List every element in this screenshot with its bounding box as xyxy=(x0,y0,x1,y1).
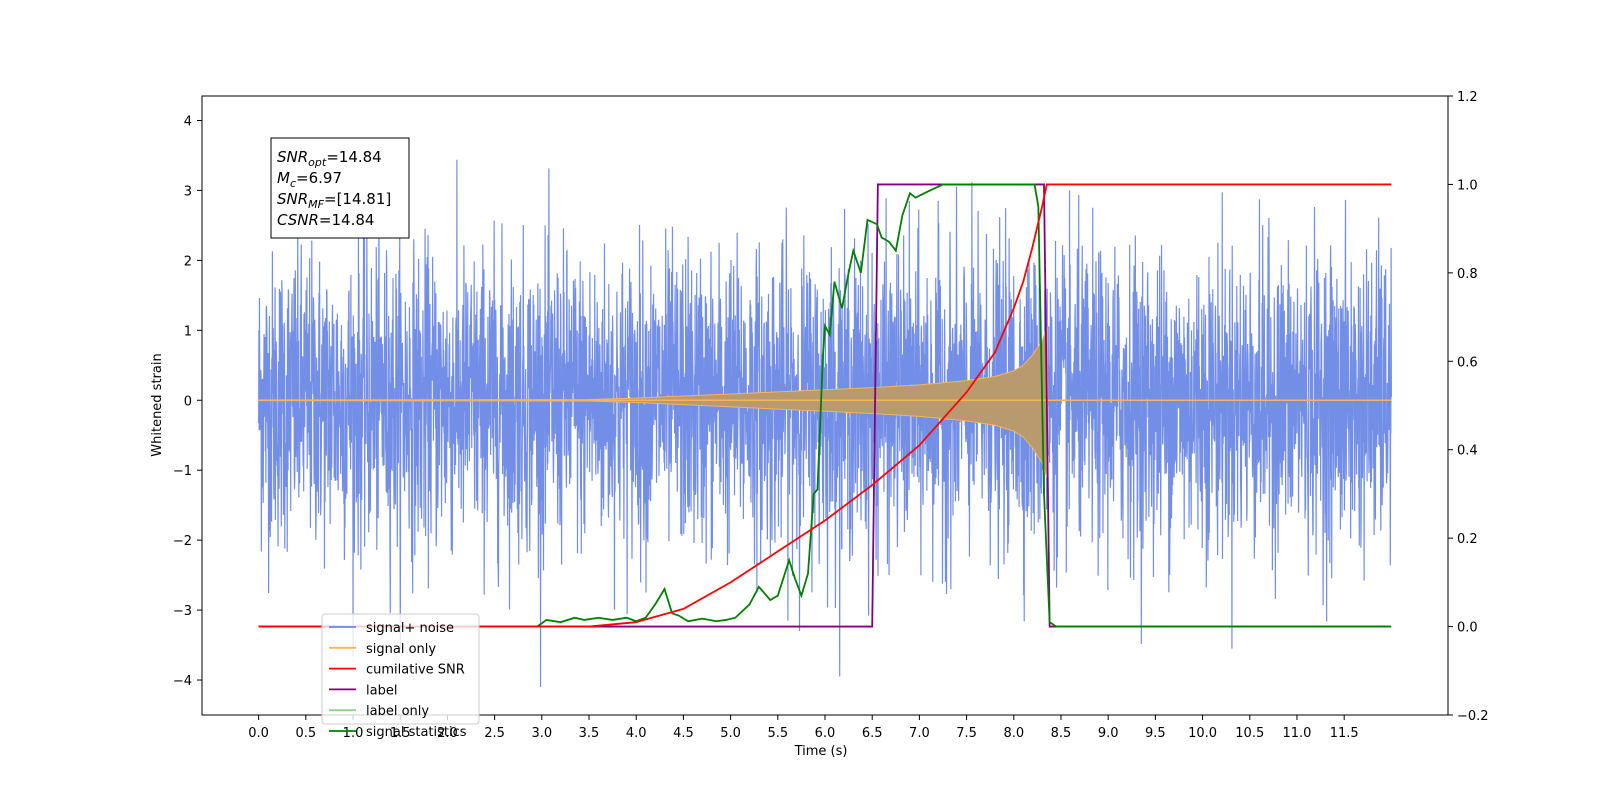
series-signal-statistics-line xyxy=(258,183,1392,628)
annotation-line: SNRopt=14.84 xyxy=(277,148,382,169)
x-tick-label: 10.5 xyxy=(1235,726,1264,741)
right-y-axis: −0.2 0.0 0.2 0.4 0.6 0.8 1.0 1.2 xyxy=(1448,90,1489,724)
y-left-tick-label: −1 xyxy=(173,464,192,479)
y-left-tick-label: −3 xyxy=(173,604,192,619)
x-tick-label: 7.5 xyxy=(956,726,977,741)
annotation-symbol: SNR xyxy=(277,148,308,166)
annotation-frame xyxy=(270,137,410,239)
y-left-tick-label: 3 xyxy=(184,184,192,199)
x-tick-label: 11.5 xyxy=(1330,726,1359,741)
legend-frame xyxy=(321,613,480,725)
legend-entry-label: signal+ noise xyxy=(366,621,454,636)
stats-annotation-box: SNRopt=14.84Mc=6.97SNRMF=[14.81]CSNR=14.… xyxy=(270,137,410,239)
series-cumulative-snr-line xyxy=(258,183,1392,628)
annotation-value: =14.84 xyxy=(319,211,375,229)
x-tick-label: 4.5 xyxy=(673,726,694,741)
x-tick-label: 9.0 xyxy=(1098,726,1119,741)
annotation-symbol: M xyxy=(277,169,290,187)
legend-entry-label: signal only xyxy=(366,642,436,657)
x-tick-label: 5.0 xyxy=(720,726,741,741)
y-right-tick-label: 0.4 xyxy=(1457,444,1478,459)
legend: signal+ noise signal only cumilative SNR la… xyxy=(321,613,480,740)
annotation-line: Mc=6.97 xyxy=(277,169,342,190)
y-right-tick-label: 0.2 xyxy=(1457,532,1478,547)
x-tick-label: 10.0 xyxy=(1188,726,1217,741)
annotation-value: =14.84 xyxy=(326,148,382,166)
legend-entry-label: signal statistics xyxy=(366,725,467,740)
y-left-tick-label: 2 xyxy=(184,254,192,269)
x-tick-label: 8.5 xyxy=(1051,726,1072,741)
x-tick-label: 0.5 xyxy=(295,726,316,741)
y-right-tick-label: 0.6 xyxy=(1457,355,1478,370)
x-tick-label: 4.0 xyxy=(626,726,647,741)
y-left-tick-label: 1 xyxy=(184,324,192,339)
annotation-line: SNRMF=[14.81] xyxy=(277,190,391,211)
x-tick-label: 2.0 xyxy=(437,726,458,741)
y-right-tick-label: 1.2 xyxy=(1457,90,1478,105)
annotation-line: CSNR=14.84 xyxy=(277,211,374,229)
annotation-subscript: c xyxy=(290,177,296,190)
y-axis-title: Whitened strain xyxy=(150,353,165,456)
x-tick-label: 9.5 xyxy=(1145,726,1166,741)
annotation-value: =[14.81] xyxy=(324,190,391,208)
x-tick-label: 6.0 xyxy=(815,726,836,741)
y-right-tick-label: 0.8 xyxy=(1457,267,1478,282)
x-axis: 0.0 0.5 1.0 1.5 2.0 2.5 3.0 3.5 4.0 4.5 5.0 5.5 6.0 6… xyxy=(248,715,1359,741)
annotation-subscript: MF xyxy=(308,198,324,211)
annotation-symbol: CSNR xyxy=(277,211,319,229)
annotation-subscript: opt xyxy=(308,156,327,169)
legend-entry-label: label only xyxy=(366,704,429,719)
annotation-value: =6.97 xyxy=(296,169,342,187)
x-tick-label: 11.0 xyxy=(1282,726,1311,741)
x-tick-label: 5.5 xyxy=(767,726,788,741)
y-right-tick-label: −0.2 xyxy=(1457,709,1489,724)
x-tick-label: 2.5 xyxy=(484,726,505,741)
series-signal-noise-line xyxy=(258,159,1392,688)
x-tick-label: 3.0 xyxy=(531,726,552,741)
legend-entry-label: cumilative SNR xyxy=(366,663,465,678)
y-left-tick-label: 4 xyxy=(184,114,192,129)
x-tick-label: 6.5 xyxy=(862,726,883,741)
x-tick-label: 3.5 xyxy=(579,726,600,741)
x-tick-label: 0.0 xyxy=(248,726,269,741)
plot-area xyxy=(258,159,1392,688)
y-right-tick-label: 0.0 xyxy=(1457,621,1478,636)
annotation-symbol: SNR xyxy=(277,190,308,208)
x-tick-label: 1.0 xyxy=(343,726,364,741)
x-tick-label: 1.5 xyxy=(390,726,411,741)
legend-entry-label: label xyxy=(366,683,397,698)
y-left-tick-label: −4 xyxy=(173,674,192,689)
y-left-tick-label: −2 xyxy=(173,534,192,549)
x-axis-title: Time (s) xyxy=(794,744,848,759)
y-right-tick-label: 1.0 xyxy=(1457,178,1478,193)
x-tick-label: 8.0 xyxy=(1003,726,1024,741)
left-y-axis: −4 −3 −2 −1 0 1 2 3 4 xyxy=(173,114,202,689)
x-tick-label: 7.0 xyxy=(909,726,930,741)
y-left-tick-label: 0 xyxy=(184,394,192,409)
